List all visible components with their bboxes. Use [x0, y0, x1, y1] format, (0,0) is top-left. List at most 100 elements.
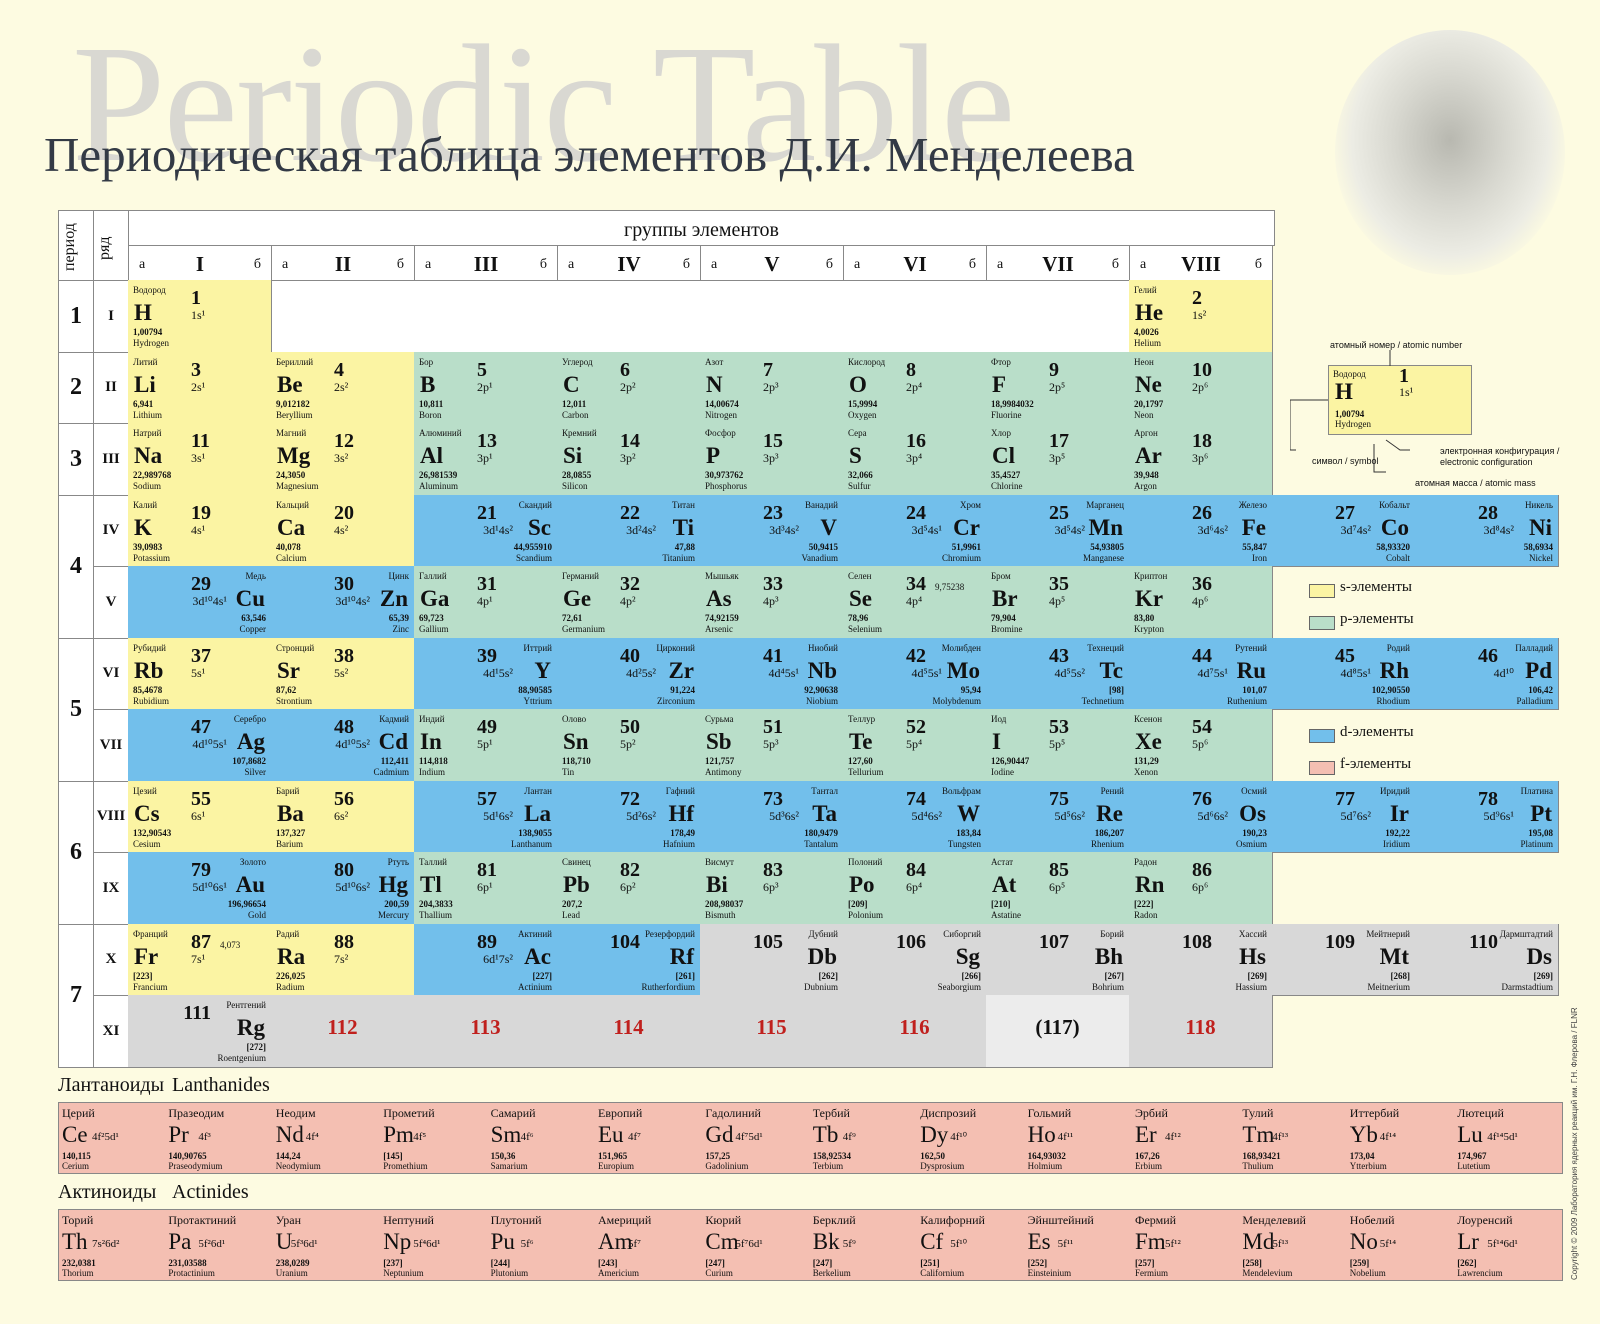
element-en-name: Holmium	[1027, 1161, 1063, 1171]
element-Ra: Радий Ra 88 7s² 226,025 Radium	[271, 923, 415, 996]
element-en-name: Silver	[244, 767, 267, 777]
element-mass: 47,88	[674, 541, 695, 552]
element-number: 2	[1192, 287, 1202, 309]
element-Si: Кремний Si 14 3p² 28,0855 Silicon	[557, 423, 701, 496]
element-mass: 114,818	[419, 756, 448, 766]
legend-swatch-0	[1309, 584, 1335, 598]
element-ru-name: Цезий	[133, 785, 157, 796]
element-en-name: Arsenic	[705, 624, 733, 634]
element-symbol: Zr	[668, 657, 694, 683]
element-Al: Алюминий Al 13 3p¹ 26,981539 Aluminum	[414, 423, 558, 496]
element-symbol: K	[134, 514, 152, 540]
element-mass: 79,904	[991, 613, 1016, 623]
element-config: 6p⁵	[1049, 880, 1066, 894]
element-number: 83	[763, 859, 783, 881]
element-symbol: Y	[534, 657, 551, 683]
row-VIII: VIII	[93, 780, 129, 853]
element-number: 10	[1192, 358, 1212, 381]
key-mass: 1,00794	[1335, 409, 1365, 419]
element-number: 38	[334, 644, 354, 667]
element-symbol: In	[420, 729, 442, 754]
group-number: IV	[617, 252, 641, 276]
element-config: 6d¹7s²	[483, 951, 513, 966]
element-mass: 200,59	[384, 899, 409, 909]
element-en-name: Selenium	[848, 624, 882, 634]
key-element-cell: Водород H 1 1s¹ 1,00794 Hydrogen	[1328, 365, 1472, 435]
element-number: 43	[1049, 644, 1069, 667]
element-B: Бор B 5 2p¹ 10,811 Boron	[414, 351, 558, 424]
actinide-Pu: Плутоний Pu 5f⁶ [244] Plutonium	[487, 1209, 596, 1281]
element-mass: 144,24	[275, 1151, 301, 1161]
element-config: 4f¹⁴5d¹	[1487, 1131, 1518, 1143]
element-config: 5d⁶6s²	[1197, 808, 1228, 823]
lanthanide-Ho: Гольмий Ho 4f¹¹ 164,93032 Holmium	[1024, 1102, 1133, 1174]
actinide-Cm: Кюрий Cm 5f⁷6d¹ [247] Curium	[702, 1209, 811, 1281]
element-en-name: Zirconium	[657, 695, 695, 706]
legend-label-1: p-элементы	[1340, 611, 1414, 627]
element-Fr: Франций Fr 87 7s¹ [223] Francium 4,073	[128, 923, 272, 996]
element-number: 73	[763, 787, 783, 810]
actinide-U: Уран U 5f³6d¹ 238,0289 Uranium	[272, 1209, 382, 1281]
element-Rg: Рентгений Rg 111 [272] Roentgenium	[128, 995, 272, 1068]
element-Nb: Ниобий Nb 41 4d⁴5s¹ 92,90638 Niobium	[700, 637, 844, 710]
element-number: 39	[477, 644, 497, 667]
element-ru-name: Литий	[133, 356, 158, 367]
element-config: 7s²	[334, 951, 349, 966]
element-config: 1s¹	[191, 308, 206, 322]
lanthanide-Er: Эрбий Er 4f¹² 167,26 Erbium	[1132, 1102, 1241, 1174]
element-number: 88	[334, 930, 354, 953]
element-number: (117)	[1035, 1015, 1080, 1039]
element-symbol: Am	[598, 1229, 633, 1254]
element-symbol: Hs	[1239, 943, 1266, 969]
element-en-name: Ytterbium	[1349, 1161, 1387, 1171]
element-en-name: Hassium	[1235, 981, 1268, 992]
element-en-name: Sulfur	[848, 481, 871, 491]
row-number: IX	[102, 879, 120, 896]
element-mass: 32,066	[848, 470, 873, 480]
element-number: 29	[191, 573, 211, 595]
element-symbol: Tm	[1242, 1122, 1275, 1147]
element-symbol: Ce	[62, 1122, 88, 1147]
element-ru-name: Мейтнерий	[1366, 928, 1410, 939]
element-number: 45	[1335, 644, 1355, 667]
element-en-name: Protactinium	[168, 1268, 215, 1278]
element-number: 21	[477, 501, 497, 524]
element-mass: 174,967	[1457, 1151, 1487, 1161]
element-number: 109	[1325, 930, 1355, 953]
element-symbol: Ds	[1526, 943, 1552, 969]
element-ru-name: Свинец	[562, 857, 591, 867]
element-ru-name: Кадмий	[379, 714, 409, 724]
element-number: 40	[620, 644, 640, 667]
element-config: 5p⁵	[1049, 737, 1066, 751]
element-number: 114	[613, 1015, 644, 1039]
element-number: 25	[1049, 501, 1069, 524]
element-symbol: Be	[277, 371, 303, 397]
actinides-label-ru: Актиноиды	[58, 1181, 157, 1203]
element-symbol: Ir	[1389, 800, 1409, 826]
element-config: 2p³	[763, 379, 779, 394]
element-symbol: Sc	[528, 514, 551, 540]
element-Ru: Рутений Ru 44 4d⁷5s¹ 101,07 Ruthenium	[1129, 637, 1273, 710]
element-en-name: Gadolinium	[705, 1161, 749, 1171]
element-ru-name: Азот	[705, 356, 724, 367]
element-ru-name: Золото	[239, 857, 266, 867]
element-symbol: Ta	[812, 800, 837, 826]
element-ru-name: Полоний	[848, 857, 883, 867]
element-en-name: Fermium	[1135, 1268, 1168, 1278]
element-Kr: Криптон Kr 36 4p⁶ 83,80 Krypton	[1129, 566, 1273, 639]
element-number: 49	[477, 716, 497, 738]
element-en-name: Einsteinium	[1027, 1268, 1072, 1278]
element-ru-name: Кремний	[562, 428, 597, 438]
element-number: 24	[906, 501, 926, 524]
element-config: 4p⁶	[1192, 594, 1209, 608]
element-en-name: Xenon	[1134, 767, 1158, 777]
element-mass: [247]	[705, 1258, 725, 1268]
element-Tc: Технеций Tc 43 4d⁵5s² [98] Technetium	[986, 637, 1130, 710]
element-symbol: Lu	[1457, 1122, 1483, 1147]
element-config: 6s²	[334, 808, 349, 823]
element-symbol: Co	[1380, 514, 1409, 540]
element-ru-name: Осмий	[1241, 785, 1267, 796]
element-number: 85	[1049, 859, 1069, 881]
element-ru-name: Кальций	[276, 499, 310, 510]
element-en-name: Iodine	[991, 767, 1014, 777]
